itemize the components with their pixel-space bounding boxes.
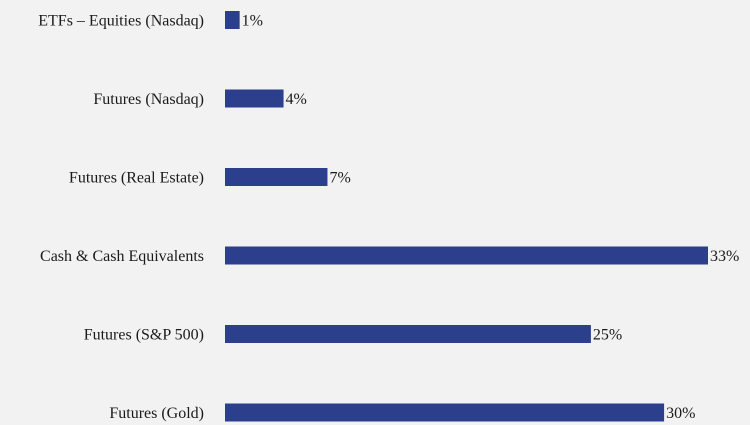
category-label: Futures (S&P 500) xyxy=(84,327,204,344)
bar xyxy=(225,11,240,29)
category-label: Futures (Real Estate) xyxy=(69,170,204,187)
bars-group: ETFs – Equities (Nasdaq) 1% Futures (Nasda… xyxy=(38,11,739,422)
value-label: 4% xyxy=(286,91,307,108)
category-label: Cash & Cash Equivalents xyxy=(40,248,204,265)
bar xyxy=(225,89,284,108)
category-label: ETFs – Equities (Nasdaq) xyxy=(38,13,204,30)
bar xyxy=(225,168,328,186)
bar xyxy=(225,246,708,265)
value-label: 1% xyxy=(242,13,263,30)
value-label: 33% xyxy=(710,248,739,265)
bar xyxy=(225,403,665,422)
category-label: Futures (Nasdaq) xyxy=(93,91,204,108)
category-label: Futures (Gold) xyxy=(109,405,204,422)
value-label: 7% xyxy=(329,170,350,187)
value-label: 30% xyxy=(666,405,695,422)
value-label: 25% xyxy=(593,327,622,344)
bar xyxy=(225,325,591,343)
